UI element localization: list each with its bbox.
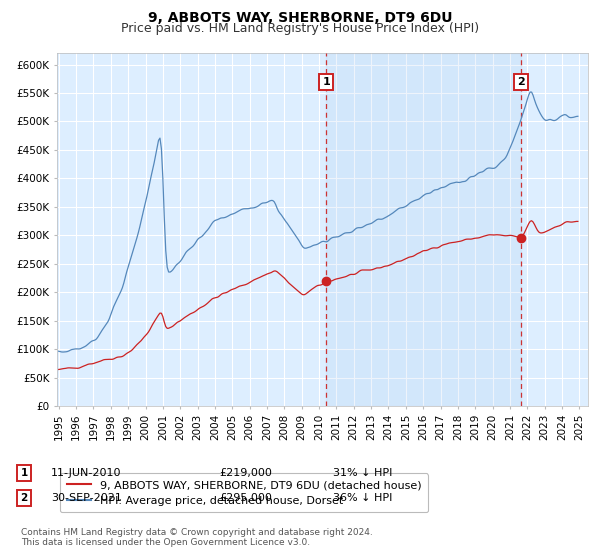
Text: 30-SEP-2021: 30-SEP-2021 — [51, 493, 122, 503]
Text: £219,000: £219,000 — [219, 468, 272, 478]
Legend: 9, ABBOTS WAY, SHERBORNE, DT9 6DU (detached house), HPI: Average price, detached: 9, ABBOTS WAY, SHERBORNE, DT9 6DU (detac… — [60, 473, 428, 512]
Text: Price paid vs. HM Land Registry's House Price Index (HPI): Price paid vs. HM Land Registry's House … — [121, 22, 479, 35]
Text: 1: 1 — [20, 468, 28, 478]
Text: £295,000: £295,000 — [219, 493, 272, 503]
Text: 2: 2 — [20, 493, 28, 503]
Text: Contains HM Land Registry data © Crown copyright and database right 2024.
This d: Contains HM Land Registry data © Crown c… — [21, 528, 373, 547]
Text: 31% ↓ HPI: 31% ↓ HPI — [333, 468, 392, 478]
Bar — [326, 53, 521, 406]
Text: 36% ↓ HPI: 36% ↓ HPI — [333, 493, 392, 503]
Text: 1: 1 — [322, 77, 330, 87]
Text: 11-JUN-2010: 11-JUN-2010 — [51, 468, 121, 478]
Text: 9, ABBOTS WAY, SHERBORNE, DT9 6DU: 9, ABBOTS WAY, SHERBORNE, DT9 6DU — [148, 11, 452, 25]
Text: 2: 2 — [518, 77, 526, 87]
